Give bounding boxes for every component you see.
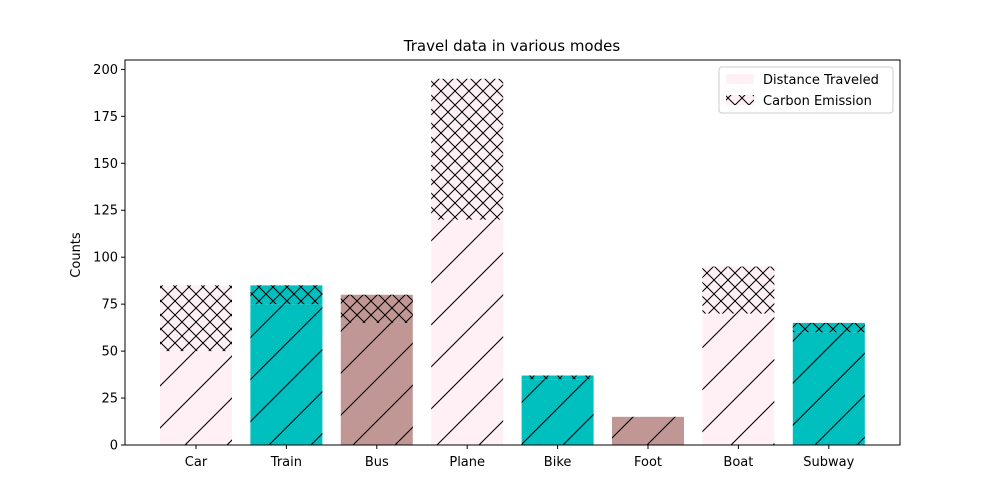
y-axis: 0 25 50 75 100 125 150 175 200	[93, 63, 125, 454]
bar-hatch-bus-distance-traveled	[340, 322, 413, 445]
bar-hatch-plane-distance-traveled	[431, 219, 504, 445]
y-tick-label: 150	[93, 157, 118, 172]
legend: Distance Traveled Carbon Emission	[718, 66, 894, 114]
y-tick-label: 125	[93, 204, 118, 219]
x-tick-label-subway: Subway	[803, 455, 854, 470]
bar-hatch-car-distance-traveled	[160, 351, 232, 445]
legend-frame	[718, 66, 894, 114]
bar-hatch-bus-carbon-emission	[340, 294, 413, 323]
x-axis: Car Train Bus Plane Bike Foot Boat Subway	[185, 445, 855, 470]
x-tick-label-boat: Boat	[723, 455, 753, 470]
chart-title: Travel data in various modes	[403, 37, 621, 55]
y-tick-label: 100	[93, 251, 118, 266]
bar-hatch-boat-distance-traveled	[702, 313, 775, 445]
legend-swatch-hatch-carbon-emission	[726, 95, 754, 105]
y-tick-label: 175	[93, 110, 118, 125]
x-tick-label-car: Car	[185, 455, 208, 470]
bar-hatch-car-carbon-emission	[160, 285, 232, 352]
legend-swatch-hatch-distance-traveled	[726, 74, 754, 84]
legend-label-carbon-emission: Carbon Emission	[763, 94, 872, 109]
bar-hatch-bike-carbon-emission	[521, 375, 594, 380]
y-tick-label: 200	[93, 63, 118, 78]
y-tick-label: 75	[101, 298, 118, 313]
plot-frame	[124, 59, 901, 446]
bar-hatch-subway-distance-traveled	[792, 332, 865, 445]
y-tick-label: 25	[101, 392, 118, 407]
bar-hatch-train-carbon-emission	[250, 285, 323, 305]
bars-group	[160, 78, 865, 445]
bar-hatch-foot-distance-traveled	[612, 416, 684, 445]
bar-hatch-bike-distance-traveled	[521, 379, 594, 445]
x-tick-label-foot: Foot	[634, 455, 662, 470]
legend-label-distance-traveled: Distance Traveled	[763, 73, 879, 88]
bar-hatch-train-distance-traveled	[250, 304, 323, 445]
x-tick-label-bike: Bike	[544, 455, 572, 470]
x-tick-label-plane: Plane	[449, 455, 485, 470]
y-axis-label: Counts	[69, 232, 84, 278]
y-tick-label: 0	[110, 439, 118, 454]
bar-hatch-subway-carbon-emission	[792, 322, 865, 333]
y-tick-label: 50	[101, 345, 118, 360]
x-tick-label-bus: Bus	[365, 455, 389, 470]
bar-hatch-boat-carbon-emission	[702, 266, 775, 314]
bar-hatch-plane-carbon-emission	[431, 78, 504, 220]
x-tick-label-train: Train	[270, 455, 302, 470]
